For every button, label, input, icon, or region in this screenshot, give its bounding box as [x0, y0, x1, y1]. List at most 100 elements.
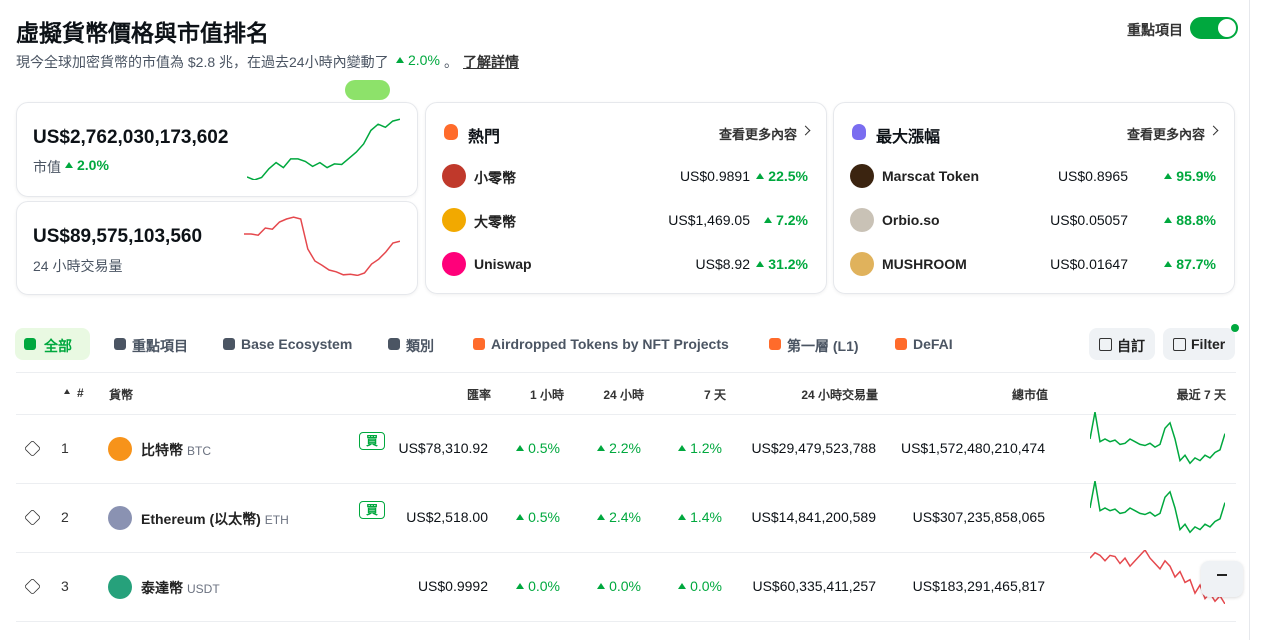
- change-text: 31.2%: [768, 256, 808, 272]
- back-to-top[interactable]: [1201, 561, 1243, 597]
- change-1h: 0.5%: [516, 440, 560, 456]
- tab[interactable]: 第一層 (L1): [787, 338, 859, 354]
- change-1h: 0.5%: [516, 509, 560, 525]
- row-divider: [16, 414, 1236, 415]
- volume: US$29,479,523,788: [751, 440, 876, 456]
- price: US$0.9992: [417, 578, 488, 594]
- market-cap: US$1,572,480,210,474: [900, 440, 1045, 456]
- up-arrow: [396, 57, 404, 63]
- change-text: 2.0%: [408, 52, 440, 68]
- coin-price: US$0.9891: [679, 168, 750, 184]
- rank: 2: [61, 509, 69, 525]
- learn-more-link[interactable]: 了解詳情: [463, 54, 519, 70]
- sparkline: [244, 216, 400, 276]
- up-arrow: [756, 173, 765, 179]
- column-header[interactable]: 總市值: [1011, 388, 1048, 402]
- change-24h: 2.4%: [597, 509, 641, 525]
- coin-name[interactable]: 小零幣: [474, 170, 516, 186]
- tab-icon: [223, 338, 235, 350]
- coin-name[interactable]: 大零幣: [474, 214, 516, 230]
- coin-price: US$8.92: [695, 256, 750, 272]
- scrollbar-edge: [1249, 0, 1250, 640]
- change-text: 0.0%: [690, 578, 722, 594]
- tab-icon: [24, 338, 36, 350]
- row-divider: [16, 552, 1236, 553]
- coin-symbol: BTC: [187, 444, 211, 458]
- tab-icon: [388, 338, 400, 350]
- toolbar-button[interactable]: 自訂: [1089, 328, 1155, 360]
- column-header[interactable]: 1 小時: [529, 388, 564, 402]
- column-header[interactable]: 24 小時: [603, 388, 644, 402]
- tab[interactable]: Airdropped Tokens by NFT Projects: [491, 336, 729, 352]
- stat-label: 24 小時交易量: [33, 258, 123, 274]
- up-arrow: [678, 583, 687, 589]
- panel-more[interactable]: 查看更多內容: [1127, 127, 1206, 142]
- change-text: 0.5%: [528, 440, 560, 456]
- subtitle: 現今全球加密貨幣的市值為 $2.8 兆，在過去24小時內變動了: [16, 52, 389, 72]
- panel-more[interactable]: 查看更多內容: [719, 127, 798, 142]
- price: US$2,518.00: [406, 509, 488, 525]
- change-7d: 1.2%: [678, 440, 722, 456]
- tab-icon: [114, 338, 126, 350]
- tab[interactable]: Base Ecosystem: [241, 336, 353, 352]
- tab[interactable]: 全部: [44, 338, 72, 354]
- button-label: Filter: [1191, 336, 1226, 352]
- coin-cell[interactable]: 泰達幣 USDT: [141, 578, 220, 598]
- tab-icon: [769, 338, 781, 350]
- rank: 1: [61, 440, 69, 456]
- coin-change: 31.2%: [756, 256, 808, 272]
- coin-name[interactable]: MUSHROOM: [882, 256, 967, 272]
- market-cap: US$307,235,858,065: [912, 509, 1045, 525]
- rank: 3: [61, 578, 69, 594]
- buy-badge[interactable]: 買: [359, 501, 385, 519]
- up-arrow: [1164, 217, 1173, 223]
- column-header[interactable]: 24 小時交易量: [801, 388, 878, 402]
- column-header[interactable]: 最近 7 天: [1176, 388, 1226, 402]
- market-cap: US$183,291,465,817: [912, 578, 1045, 594]
- coin-icon: [850, 164, 874, 188]
- change-text: 2.0%: [77, 157, 109, 173]
- coin-change: 88.8%: [1164, 212, 1216, 228]
- tab[interactable]: 重點項目: [132, 338, 188, 354]
- coin-price: US$0.8965: [1057, 168, 1128, 184]
- change-text: 0.5%: [528, 509, 560, 525]
- coin-cell[interactable]: 比特幣 BTC: [141, 440, 211, 460]
- stat-change: 2.0%: [65, 157, 109, 173]
- coin-change: 22.5%: [756, 168, 808, 184]
- coin-name: Ethereum (以太幣): [141, 511, 261, 527]
- panel-icon: [852, 124, 866, 140]
- star-icon[interactable]: [24, 578, 41, 595]
- coin-name[interactable]: Uniswap: [474, 256, 532, 272]
- buy-badge[interactable]: 買: [359, 432, 385, 450]
- coin-name[interactable]: Orbio.so: [882, 212, 940, 228]
- change-text: 2.4%: [609, 509, 641, 525]
- up-arrow: [597, 445, 606, 451]
- filter-dot: [1231, 324, 1239, 332]
- tab[interactable]: 類別: [406, 338, 434, 354]
- panel: 熱門 查看更多內容 小零幣 US$0.9891 22.5% 大零幣 US$1,469.05 7…: [425, 102, 827, 294]
- column-header[interactable]: 貨幣: [109, 388, 134, 402]
- toolbar-button[interactable]: Filter: [1163, 328, 1235, 360]
- mascot: [345, 80, 390, 100]
- change-text: 95.9%: [1176, 168, 1216, 184]
- coin-icon: [850, 252, 874, 276]
- coin-cell[interactable]: Ethereum (以太幣) ETH: [141, 509, 289, 529]
- change-text: 0.0%: [609, 578, 641, 594]
- tab[interactable]: DeFAI: [913, 336, 953, 352]
- page-title: 虛擬貨幣價格與市值排名: [16, 20, 269, 46]
- row-divider: [16, 621, 1236, 622]
- sparkline-path: [1090, 481, 1225, 534]
- stat-value: US$2,762,030,173,602: [33, 127, 229, 148]
- panel-title: 最大漲幅: [876, 129, 941, 146]
- star-icon[interactable]: [24, 440, 41, 457]
- coin-icon: [108, 437, 132, 461]
- change-7d: 0.0%: [678, 578, 722, 594]
- sparkline: [1090, 412, 1225, 465]
- coin-name[interactable]: Marscat Token: [882, 168, 979, 184]
- stat-card: US$89,575,103,560 24 小時交易量: [16, 201, 418, 295]
- column-header[interactable]: #: [77, 386, 84, 400]
- column-header[interactable]: 7 天: [703, 388, 726, 402]
- column-header[interactable]: 匯率: [466, 388, 491, 402]
- toggle-switch[interactable]: [1190, 17, 1238, 39]
- star-icon[interactable]: [24, 509, 41, 526]
